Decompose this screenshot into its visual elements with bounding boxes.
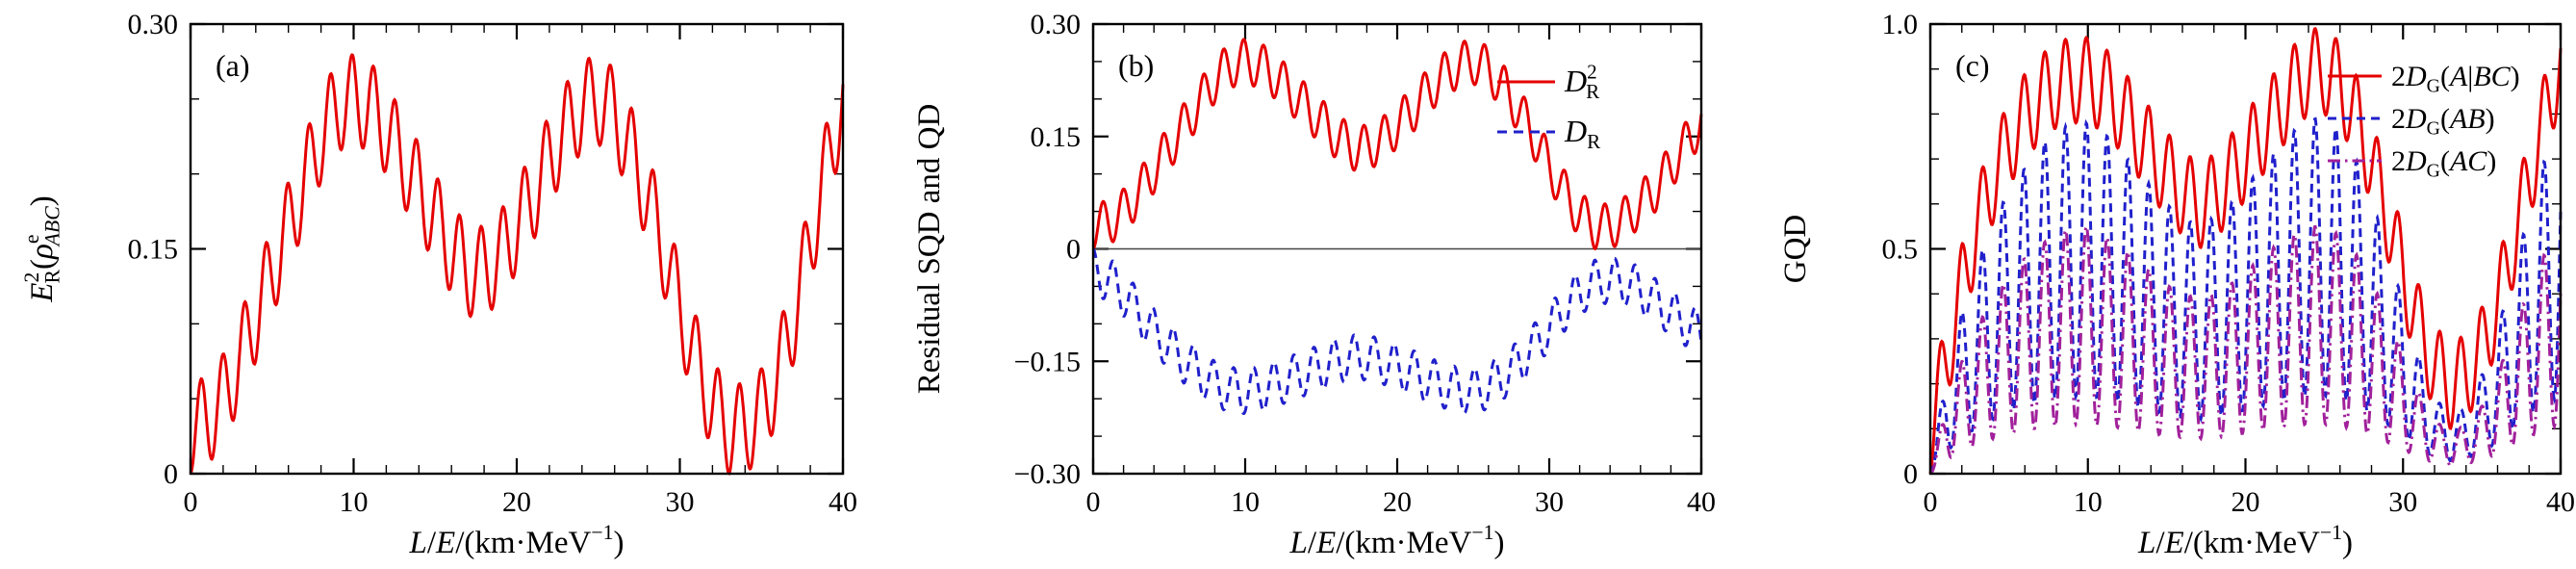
- x-axis-label: L/E/(km·MeV−1): [1288, 521, 1504, 560]
- x-tick-label: 0: [1086, 486, 1101, 518]
- series-curve-1: [1928, 116, 2563, 475]
- legend-label: 2DG(A|BC): [2391, 61, 2520, 97]
- x-tick-label: 0: [184, 486, 198, 518]
- y-tick-label: 0.15: [1031, 121, 1082, 153]
- x-tick-label: 20: [2232, 486, 2260, 518]
- y-tick-label: −0.30: [1014, 458, 1081, 490]
- panel-a-plot: 0 10 20 30 40 0 0.15 0.30 (a) E2R(ρeABC) L/E/(km·M…: [20, 9, 857, 560]
- y-tick-label: 0: [1066, 234, 1081, 266]
- panel-c: 0 10 20 30 40 0 0.5 1.0 2DG(A|BC) 2DG(AB) 2DG(AC) (…: [1717, 0, 2576, 569]
- panel-tag: (a): [216, 48, 250, 83]
- x-tick-label: 20: [1383, 486, 1412, 518]
- panel-b: 0 10 20 30 40 −0.30 −0.15 0 0.15 0.30 D2 R DR (b) Resi…: [858, 0, 1717, 569]
- x-tick-label: 30: [2388, 486, 2417, 518]
- panel-c-plot: 0 10 20 30 40 0 0.5 1.0 2DG(A|BC) 2DG(AB) 2DG(AC) (…: [1778, 9, 2575, 560]
- legend-label: D2 R: [1564, 61, 1600, 103]
- x-tick-label: 10: [2074, 486, 2103, 518]
- panel-b-plot: 0 10 20 30 40 −0.30 −0.15 0 0.15 0.30 D2 R DR (b) Resi…: [912, 9, 1716, 560]
- x-tick-label: 10: [340, 486, 369, 518]
- series-curve-0: [1092, 38, 1703, 251]
- series-curve-1: [1091, 247, 1703, 416]
- y-tick-label: 1.0: [1882, 9, 1919, 40]
- panel-tag: (c): [1955, 48, 1990, 83]
- x-tick-label: 40: [829, 486, 857, 518]
- legend-label: 2DG(AC): [2391, 145, 2496, 182]
- x-tick-label: 40: [1687, 486, 1716, 518]
- series-curve-0: [189, 53, 845, 476]
- x-tick-label: 30: [1535, 486, 1564, 518]
- y-tick-label: 0: [1903, 458, 1918, 490]
- y-axis-label: GQD: [1778, 215, 1813, 284]
- x-tick-label: 30: [666, 486, 695, 518]
- panel-a: 0 10 20 30 40 0 0.15 0.30 (a) E2R(ρeABC) L/E/(km·M…: [0, 0, 858, 569]
- y-tick-label: 0.15: [128, 234, 179, 266]
- plot-frame: [189, 22, 845, 476]
- y-axis-label: E2R(ρeABC): [20, 195, 64, 302]
- x-tick-label: 40: [2546, 486, 2575, 518]
- y-tick-label: −0.15: [1014, 346, 1081, 377]
- x-tick-label: 0: [1924, 486, 1938, 518]
- y-tick-label: 0.30: [128, 9, 179, 40]
- legend-label: DR: [1564, 114, 1601, 153]
- y-tick-label: 0.30: [1031, 9, 1082, 40]
- legend-label: 2DG(AB): [2391, 103, 2495, 140]
- x-axis-label: L/E/(km·MeV−1): [2137, 521, 2353, 560]
- panel-tag: (b): [1118, 48, 1154, 83]
- x-tick-label: 10: [1231, 486, 1260, 518]
- x-tick-label: 20: [502, 486, 531, 518]
- y-axis-label: Residual SQD and QD: [912, 104, 947, 395]
- y-tick-label: 0: [164, 458, 178, 490]
- x-axis-label: L/E/(km·MeV−1): [408, 521, 624, 560]
- plot-frame: [1928, 22, 2563, 476]
- plot-frame: [1091, 22, 1703, 476]
- y-tick-label: 0.5: [1882, 234, 1919, 266]
- series-curve-0: [1928, 27, 2563, 475]
